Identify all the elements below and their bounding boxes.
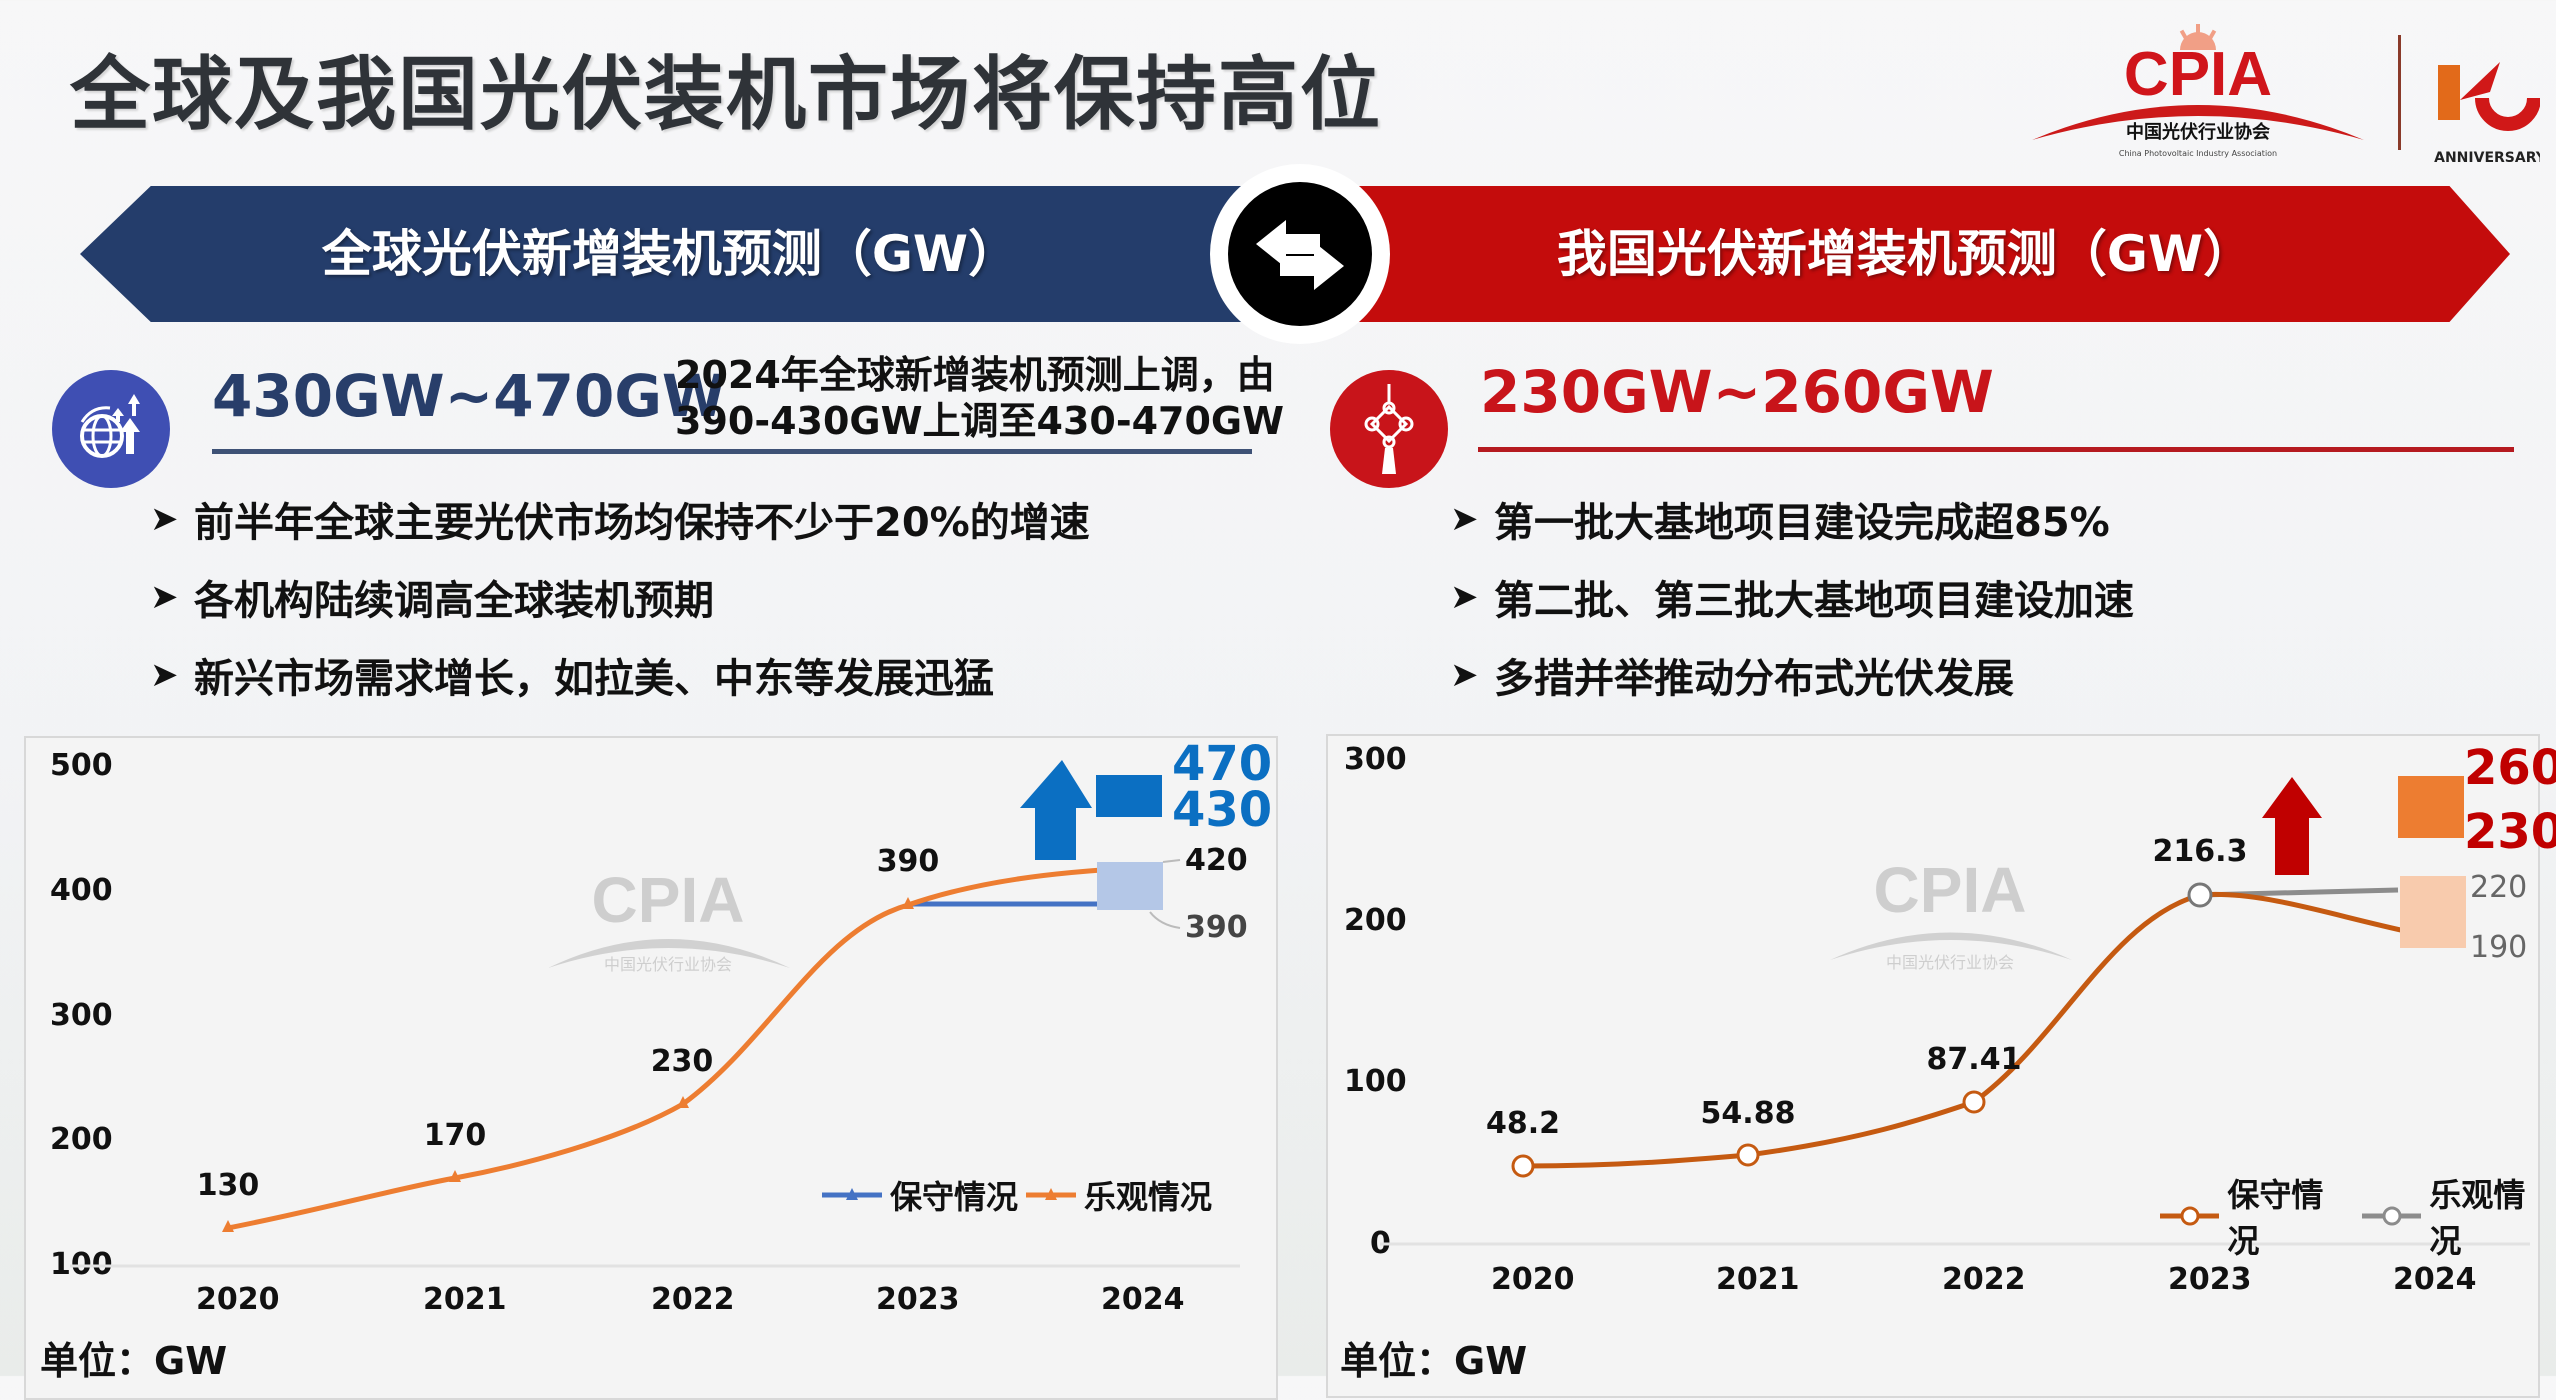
china-forecast-banner: 我国光伏新增装机预测（GW） — [1300, 186, 2510, 322]
bullet-text: 前半年全球主要光伏市场均保持不少于20%的增速 — [194, 500, 1090, 546]
legend-blue-line-icon — [822, 1188, 882, 1200]
global-bullet-list: ➤ 前半年全球主要光伏市场均保持不少于20%的增速 ➤ 各机构陆续调高全球装机预期 … — [150, 480, 1090, 714]
up-arrow-icon — [1020, 760, 1092, 860]
x-tick: 2024 — [2393, 1262, 2477, 1297]
svg-text:中国光伏行业协会: 中国光伏行业协会 — [2126, 121, 2270, 143]
china-legend: 保守情况 乐观情况 — [2160, 1170, 2556, 1262]
legend-orange-line-icon — [1026, 1188, 1077, 1200]
svg-text:CPIA: CPIA — [592, 864, 745, 936]
y-tick: 200 — [1344, 903, 1407, 938]
new-low-label: 430 — [1172, 782, 1273, 838]
x-tick: 2022 — [1942, 1262, 2026, 1297]
global-forecast-banner: 全球光伏新增装机预测（GW） — [80, 186, 1260, 322]
cpia-sun-icon: CPIA 中国光伏行业协会 China Photovoltaic Industr… — [2032, 24, 2547, 166]
china-bullet-list: ➤ 第一批大基地项目建设完成超85% ➤ 第二批、第三批大基地项目建设加速 ➤ 多措并… — [1450, 480, 2134, 714]
point-label: 54.88 — [1700, 1096, 1796, 1131]
global-chart-plot: CPIA 中国光伏行业协会 — [70, 760, 1240, 1268]
bullet-text: 新兴市场需求增长，如拉美、中东等发展迅猛 — [194, 656, 994, 702]
china-divider — [1478, 447, 2514, 452]
note-line-1: 2024年全球新增装机预测上调，由 — [675, 353, 1275, 397]
x-tick: 2023 — [2168, 1262, 2252, 1297]
bullet-arrow-icon: ➤ — [1450, 655, 1479, 695]
svg-text:ANNIVERSARY: ANNIVERSARY — [2434, 150, 2540, 166]
bullet-arrow-icon: ➤ — [150, 577, 179, 617]
bullet-arrow-icon: ➤ — [150, 499, 179, 539]
list-item: ➤ 第二批、第三批大基地项目建设加速 — [1450, 558, 2134, 636]
point-label: 230 — [650, 1044, 714, 1079]
point-label: 87.41 — [1926, 1042, 2022, 1077]
list-item: ➤ 第一批大基地项目建设完成超85% — [1450, 480, 2134, 558]
swap-arrows-icon — [1210, 164, 1390, 344]
point-label: 170 — [423, 1118, 487, 1153]
svg-text:中国光伏行业协会: 中国光伏行业协会 — [604, 955, 732, 974]
old-low-label: 190 — [2470, 930, 2528, 965]
y-tick: 300 — [50, 998, 113, 1033]
china-range: 230GW~260GW — [1480, 358, 1994, 426]
bullet-text: 第一批大基地项目建设完成超85% — [1494, 500, 2110, 546]
global-adjust-note: 2024年全球新增装机预测上调，由 390-430GW上调至430-470GW — [675, 352, 1284, 444]
bullet-arrow-icon: ➤ — [1450, 499, 1479, 539]
up-arrow-icon — [2262, 777, 2322, 875]
y-tick: 400 — [50, 873, 113, 908]
x-tick: 2020 — [196, 1282, 280, 1317]
svg-text:中国光伏行业协会: 中国光伏行业协会 — [1886, 953, 2014, 972]
list-item: ➤ 各机构陆续调高全球装机预期 — [150, 558, 1090, 636]
svg-text:China Photovoltaic Industry As: China Photovoltaic Industry Association — [2119, 149, 2277, 158]
legend-grey-circle-icon — [2362, 1206, 2422, 1226]
x-tick: 2020 — [1491, 1262, 1575, 1297]
global-banner-label: 全球光伏新增装机预测（GW） — [321, 225, 1019, 283]
cpia-watermark-icon: CPIA 中国光伏行业协会 — [1830, 854, 2072, 972]
page-title: 全球及我国光伏装机市场将保持高位 — [70, 48, 1382, 141]
old-high-label: 220 — [2470, 870, 2528, 905]
cpia-watermark-icon: CPIA 中国光伏行业协会 — [548, 864, 790, 974]
x-tick: 2022 — [651, 1282, 735, 1317]
old-high-label: 420 — [1185, 843, 1248, 878]
point-label: 48.2 — [1485, 1106, 1561, 1141]
y-tick: 500 — [50, 748, 113, 783]
point-label: 390 — [876, 844, 940, 879]
china-banner-label: 我国光伏新增装机预测（GW） — [1556, 225, 2254, 283]
note-line-2: 390-430GW上调至430-470GW — [675, 399, 1285, 443]
new-low-label: 230 — [2464, 804, 2556, 860]
new-high-label: 260 — [2464, 740, 2556, 796]
legend-orange-circle-icon — [2160, 1206, 2220, 1226]
chinese-knot-icon — [1330, 370, 1448, 488]
list-item: ➤ 新兴市场需求增长，如拉美、中东等发展迅猛 — [150, 636, 1090, 714]
china-chart-plot: CPIA 中国光伏行业协会 — [1380, 776, 2530, 1246]
new-high-label: 470 — [1172, 736, 1273, 792]
legend-label: 保守情况 — [890, 1178, 1019, 1216]
bullet-arrow-icon: ➤ — [150, 655, 179, 695]
global-range: 430GW~470GW — [212, 362, 726, 430]
x-tick: 2021 — [1716, 1262, 1800, 1297]
x-tick: 2023 — [876, 1282, 960, 1317]
legend-label: 乐观情况 — [1084, 1178, 1213, 1216]
legend-label: 保守情况 — [2227, 1176, 2324, 1260]
global-legend: 保守情况 乐观情况 — [822, 1172, 1212, 1218]
point-label: 216.3 — [2152, 834, 2248, 869]
list-item: ➤ 多措并举推动分布式光伏发展 — [1450, 636, 2134, 714]
y-tick: 100 — [1344, 1064, 1407, 1099]
list-item: ➤ 前半年全球主要光伏市场均保持不少于20%的增速 — [150, 480, 1090, 558]
bullet-text: 各机构陆续调高全球装机预期 — [194, 578, 714, 624]
legend-label: 乐观情况 — [2429, 1176, 2526, 1260]
cpia-logo: CPIA 中国光伏行业协会 China Photovoltaic Industr… — [2020, 20, 2547, 170]
china-chart — [1326, 734, 2540, 1398]
y-tick: 300 — [1344, 742, 1407, 777]
unit-label: 单位：GW — [1340, 1339, 1528, 1383]
bullet-arrow-icon: ➤ — [1450, 577, 1479, 617]
unit-label: 单位：GW — [40, 1339, 228, 1383]
svg-text:CPIA: CPIA — [1874, 854, 2027, 926]
y-tick: 200 — [50, 1122, 113, 1157]
bullet-text: 第二批、第三批大基地项目建设加速 — [1494, 578, 2134, 624]
x-tick: 2024 — [1101, 1282, 1185, 1317]
globe-growth-icon — [52, 370, 170, 488]
point-label: 130 — [196, 1168, 260, 1203]
svg-text:CPIA: CPIA — [2124, 40, 2272, 109]
global-divider — [212, 449, 1252, 454]
x-tick: 2021 — [423, 1282, 507, 1317]
old-low-label: 390 — [1185, 910, 1248, 945]
bullet-text: 多措并举推动分布式光伏发展 — [1494, 656, 2014, 702]
